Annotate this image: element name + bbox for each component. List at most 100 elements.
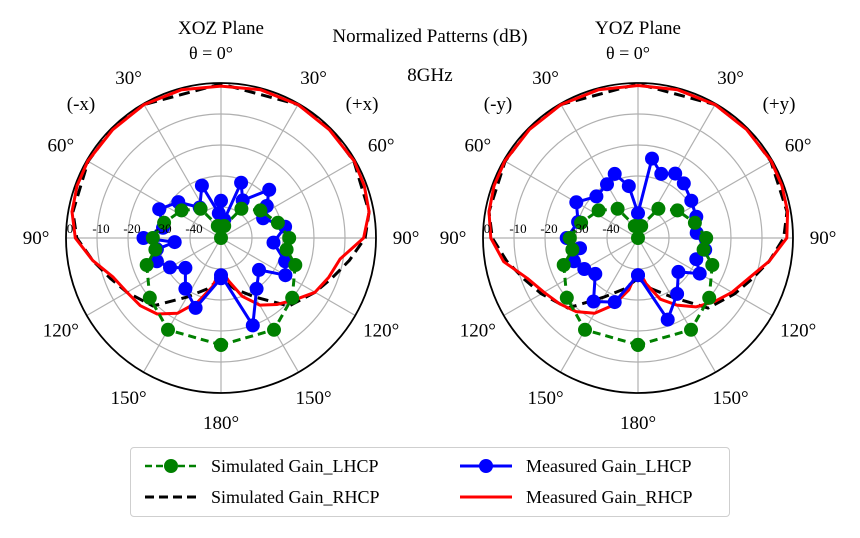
series-point-simulated-gain-lhcp	[285, 290, 300, 305]
radial-tick-label: 0	[67, 221, 74, 236]
radial-tick-label: -20	[123, 221, 140, 236]
series-point-measured-gain-lhcp	[266, 235, 281, 250]
series-point-simulated-gain-lhcp	[139, 258, 154, 272]
series-point-measured-gain-lhcp	[645, 151, 659, 166]
angle-tick-right: 120°	[363, 321, 399, 342]
legend-label-meas-rhcp: Measured Gain_RHCP	[526, 487, 693, 507]
series-point-simulated-gain-lhcp	[157, 215, 172, 230]
series-point-simulated-gain-lhcp	[610, 201, 625, 216]
legend-marker-sim-rhcp	[145, 495, 197, 499]
legend-label-sim-lhcp: Simulated Gain_LHCP	[211, 456, 379, 476]
legend-marker-meas-rhcp	[460, 495, 512, 499]
radial-tick-label: -20	[540, 221, 557, 236]
direction-label-right: (+x)	[346, 94, 379, 115]
angle-tick-left: 60°	[464, 136, 491, 157]
series-point-simulated-gain-lhcp	[699, 231, 714, 245]
plane-title: YOZ Plane	[595, 18, 681, 39]
radial-tick-label: -30	[571, 221, 588, 236]
direction-label-left: (-x)	[67, 94, 95, 115]
series-point-measured-gain-lhcp	[631, 206, 645, 221]
angle-tick-right: 30°	[300, 68, 327, 89]
series-point-simulated-gain-lhcp	[282, 231, 297, 245]
series-point-measured-gain-lhcp	[178, 281, 193, 296]
series-line-simulated-gain-rhcp	[487, 82, 789, 310]
series-point-simulated-gain-lhcp	[270, 215, 285, 230]
series-point-simulated-gain-lhcp	[145, 231, 160, 245]
series-point-measured-gain-lhcp	[152, 202, 167, 217]
legend-label-sim-rhcp: Simulated Gain_RHCP	[211, 487, 380, 507]
series-point-simulated-gain-lhcp	[288, 258, 303, 272]
series-point-measured-gain-lhcp	[188, 300, 203, 315]
series-point-simulated-gain-lhcp	[578, 322, 592, 337]
series-point-measured-gain-lhcp	[249, 281, 264, 296]
angle-tick-left: 120°	[460, 321, 496, 342]
grid-spoke	[503, 237, 639, 317]
series-point-measured-gain-lhcp	[668, 166, 683, 181]
series-point-measured-gain-lhcp	[607, 295, 622, 310]
series-point-measured-gain-lhcp	[214, 268, 228, 283]
series-point-measured-gain-lhcp	[262, 182, 277, 197]
series-point-measured-gain-lhcp	[676, 176, 691, 191]
series-line-measured-gain-rhcp	[487, 84, 790, 315]
series-point-simulated-gain-lhcp	[214, 337, 228, 352]
legend: Simulated Gain_LHCP Simulated Gain_RHCP …	[130, 447, 730, 517]
series-point-simulated-gain-lhcp	[631, 337, 645, 352]
frequency-label: 8GHz	[407, 65, 452, 86]
radial-tick-label: -10	[509, 221, 526, 236]
series-point-measured-gain-lhcp	[245, 318, 260, 333]
series-point-simulated-gain-lhcp	[193, 201, 208, 216]
series-point-simulated-gain-lhcp	[574, 215, 589, 230]
angle-tick-right: 30°	[717, 68, 744, 89]
angle-tick-left: 150°	[110, 388, 146, 409]
angle-tick-right: 150°	[295, 388, 331, 409]
angle-tick-left: 90°	[440, 228, 467, 249]
angle-tick-bottom: 180°	[620, 413, 656, 434]
series-point-simulated-gain-lhcp	[651, 201, 666, 216]
series-point-simulated-gain-lhcp	[148, 242, 163, 257]
yoz-polar-plot: 0 -10 -20 -30 -40 30° 30° 60° 60° 90° 90° 120° 120° 1…	[440, 18, 837, 434]
series-point-measured-gain-lhcp	[692, 266, 707, 281]
series-point-simulated-gain-lhcp	[670, 203, 685, 218]
series-point-simulated-gain-lhcp	[217, 219, 232, 233]
angle-tick-left: 30°	[115, 68, 142, 89]
series-point-simulated-gain-lhcp	[702, 290, 717, 305]
series-point-simulated-gain-lhcp	[174, 203, 189, 218]
legend-item-meas-lhcp: Measured Gain_LHCP	[456, 453, 726, 479]
series-point-measured-gain-lhcp	[278, 268, 293, 283]
grid-spoke	[142, 237, 222, 373]
series-point-measured-gain-lhcp	[660, 312, 675, 327]
direction-label-right: (+y)	[763, 94, 796, 115]
series-point-measured-gain-lhcp	[607, 166, 622, 181]
legend-item-sim-lhcp: Simulated Gain_LHCP	[141, 453, 421, 479]
series-point-simulated-gain-lhcp	[634, 219, 649, 233]
series-point-simulated-gain-lhcp	[214, 231, 228, 245]
series-point-measured-gain-lhcp	[621, 179, 636, 194]
angle-tick-bottom: 180°	[203, 413, 239, 434]
series-point-measured-gain-lhcp	[684, 193, 699, 208]
theta-label: θ = 0°	[189, 43, 233, 63]
series-point-simulated-gain-lhcp	[565, 242, 580, 257]
legend-marker-meas-lhcp	[460, 459, 512, 473]
series-point-simulated-gain-lhcp	[562, 231, 577, 245]
series-point-measured-gain-lhcp	[577, 262, 592, 276]
series-point-measured-gain-lhcp	[178, 260, 193, 275]
series-point-measured-gain-lhcp	[586, 294, 601, 309]
series-point-simulated-gain-lhcp	[253, 203, 268, 218]
series-point-measured-gain-lhcp	[194, 178, 209, 193]
series-point-measured-gain-lhcp	[252, 262, 266, 277]
angle-tick-left: 90°	[23, 228, 50, 249]
series-point-simulated-gain-lhcp	[161, 322, 175, 337]
legend-item-meas-rhcp: Measured Gain_RHCP	[456, 484, 726, 510]
legend-marker-sim-lhcp	[145, 459, 197, 473]
radial-tick-label: -30	[154, 221, 171, 236]
angle-tick-right: 60°	[785, 136, 812, 157]
series-point-simulated-gain-lhcp	[556, 258, 571, 272]
series-point-simulated-gain-lhcp	[696, 242, 711, 257]
legend-item-sim-rhcp: Simulated Gain_RHCP	[141, 484, 421, 510]
series-point-measured-gain-lhcp	[631, 268, 645, 283]
angle-tick-right: 60°	[368, 136, 395, 157]
series-point-measured-gain-lhcp	[689, 252, 704, 267]
angle-tick-right: 120°	[780, 321, 816, 342]
series-point-measured-gain-lhcp	[163, 260, 177, 275]
angle-tick-left: 60°	[47, 136, 74, 157]
